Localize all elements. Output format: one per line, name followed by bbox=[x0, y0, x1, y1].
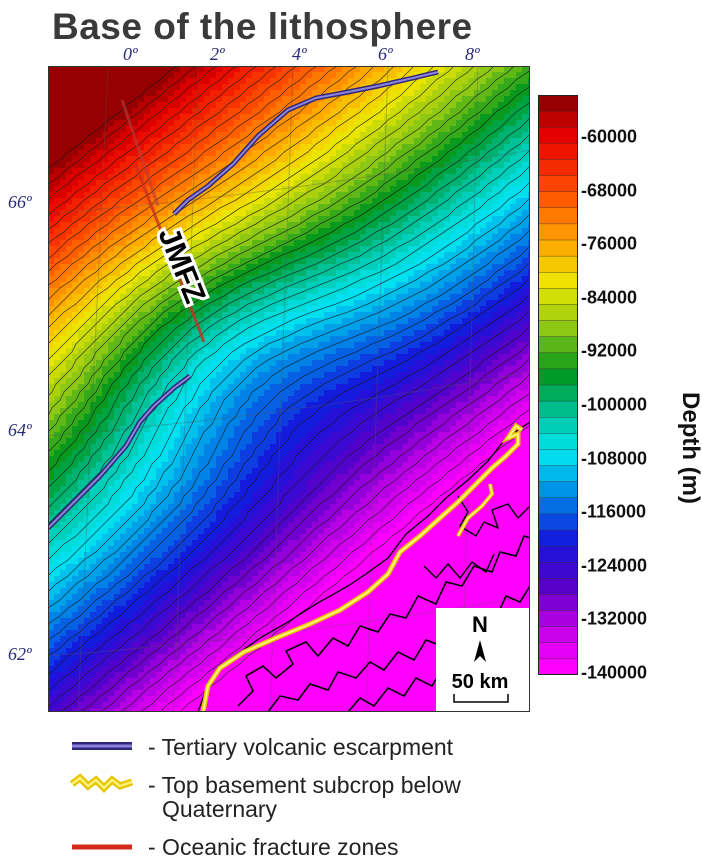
escarpment-line-icon bbox=[72, 742, 132, 750]
colorbar-band bbox=[538, 110, 578, 128]
colorbar-band bbox=[538, 497, 578, 515]
subcrop-line-icon bbox=[70, 773, 134, 793]
colorbar-band bbox=[538, 159, 578, 177]
legend-fracture-label: - Oceanic fracture zones bbox=[148, 834, 399, 860]
colorbar-band bbox=[538, 529, 578, 547]
colorbar-band bbox=[538, 143, 578, 161]
colorbar-band bbox=[538, 562, 578, 580]
lat-label-62: 62º bbox=[8, 644, 32, 664]
colorbar-title: Depth (m) bbox=[677, 392, 702, 504]
depth-colorbar bbox=[538, 95, 578, 675]
colorbar-band bbox=[538, 288, 578, 306]
lon-label-2: 2º bbox=[210, 44, 225, 64]
legend-subcrop-label-line2: Quaternary bbox=[162, 796, 278, 822]
scale-bar bbox=[453, 694, 509, 703]
colorbar-band bbox=[538, 481, 578, 499]
colorbar-band bbox=[538, 658, 578, 675]
north-arrow-scale-inset: N 50 km bbox=[436, 608, 530, 712]
colorbar-band bbox=[538, 255, 578, 273]
colorbar-band bbox=[538, 578, 578, 596]
volcanic-escarpment bbox=[48, 69, 439, 530]
colorbar-band bbox=[538, 465, 578, 483]
lat-label-66: 66º bbox=[8, 192, 32, 212]
colorbar-band bbox=[538, 626, 578, 644]
colorbar-tick-label: -100000 bbox=[581, 394, 648, 415]
colorbar-tick-label: -60000 bbox=[581, 126, 638, 147]
colorbar-tick-label: -116000 bbox=[581, 501, 647, 522]
depth-contour-bands bbox=[48, 66, 530, 712]
colorbar-tick-label: -68000 bbox=[581, 180, 638, 201]
colorbar-band bbox=[538, 610, 578, 628]
colorbar-tick-label: -76000 bbox=[581, 233, 638, 254]
colorbar-band bbox=[538, 320, 578, 338]
colorbar-tick-label: -140000 bbox=[581, 662, 648, 683]
north-arrow-icon bbox=[474, 640, 486, 662]
colorbar-band bbox=[538, 545, 578, 563]
depth-map: JMFZ N 50 km bbox=[48, 66, 530, 712]
colorbar-band bbox=[538, 642, 578, 660]
lon-label-0: 0º bbox=[123, 44, 138, 64]
lon-label-6: 6º bbox=[378, 44, 393, 64]
colorbar-band bbox=[538, 272, 578, 290]
colorbar-band bbox=[538, 513, 578, 531]
colorbar-band bbox=[538, 127, 578, 145]
colorbar-band bbox=[538, 239, 578, 257]
colorbar-band bbox=[538, 95, 578, 112]
depth-contour-lines bbox=[48, 66, 530, 712]
legend-subcrop-label: - Top basement subcrop below bbox=[148, 772, 461, 798]
map-title: Base of the lithosphere bbox=[52, 6, 473, 47]
colorbar-band bbox=[538, 191, 578, 209]
oceanic-fracture-zone bbox=[120, 99, 206, 343]
colorbar-band bbox=[538, 175, 578, 193]
colorbar-band bbox=[538, 207, 578, 225]
colorbar-band bbox=[538, 304, 578, 322]
colorbar-band bbox=[538, 400, 578, 418]
lat-lon-grid bbox=[48, 66, 530, 712]
legend-escarpment-label: - Tertiary volcanic escarpment bbox=[148, 734, 454, 760]
lon-label-8: 8º bbox=[465, 44, 480, 64]
lon-label-4: 4º bbox=[292, 44, 307, 64]
basement-subcrop-line bbox=[200, 422, 524, 712]
colorbar-tick-label: -132000 bbox=[581, 608, 648, 629]
colorbar-band bbox=[538, 417, 578, 435]
scale-label: 50 km bbox=[452, 671, 509, 693]
colorbar-band bbox=[538, 352, 578, 370]
lat-label-64: 64º bbox=[8, 420, 32, 440]
colorbar-band bbox=[538, 594, 578, 612]
colorbar-band bbox=[538, 449, 578, 467]
colorbar-tick-label: -108000 bbox=[581, 448, 648, 469]
colorbar-band bbox=[538, 433, 578, 451]
colorbar-band bbox=[538, 368, 578, 386]
colorbar-band bbox=[538, 384, 578, 402]
colorbar-tick-label: -124000 bbox=[581, 555, 648, 576]
north-label: N bbox=[472, 612, 488, 637]
colorbar-tick-label: -84000 bbox=[581, 287, 638, 308]
colorbar-band bbox=[538, 223, 578, 241]
colorbar-band bbox=[538, 336, 578, 354]
fracture-line-icon bbox=[72, 844, 132, 850]
colorbar-tick-label: -92000 bbox=[581, 340, 638, 361]
